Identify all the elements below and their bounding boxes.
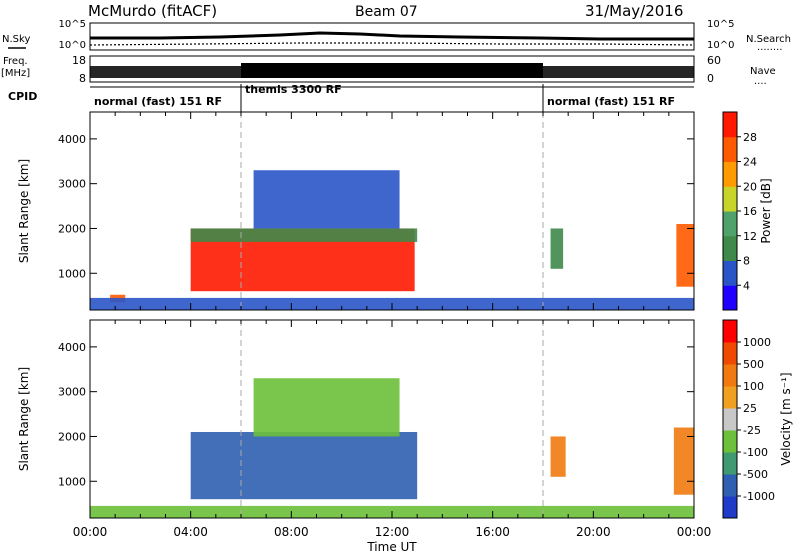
cpid-mode-label: normal (fast) 151 RF [94,95,222,108]
x-tick-label: 00:00 [677,525,712,539]
power-ylabel: Slant Range [km] [17,159,31,263]
velocity-ylabel: Slant Range [km] [17,367,31,471]
x-tick-label: 00:00 [73,525,108,539]
colorbar-tick-label: 100 [743,380,764,393]
colorbar-tick-label: 16 [743,205,757,218]
freq-label-2: [MHz] [1,68,30,79]
date-label: 31/May/2016 [585,2,683,20]
colorbar-tick-label: 20 [743,180,757,193]
colorbar-segment [723,186,737,212]
colorbar-segment [723,112,737,138]
colorbar-tick-label: 28 [743,131,757,144]
power-cbar-label: Power [dB] [759,178,773,243]
colorbar-segment [723,496,737,519]
colorbar-segment [723,320,737,343]
colorbar-tick-label: 24 [743,156,757,169]
noise-right-tick-bottom: 10^0 [707,40,734,51]
noise-panel: N.Sky 10^5 10^0 10^5 10^0 N.Search .....… [2,19,791,53]
nave-dots: .... [754,76,767,87]
scatter-region [550,436,566,477]
x-axis: 00:00 04:00 08:00 12:00 16:00 20:00 00:00 [73,525,712,539]
freq-left-tick-bottom: 8 [79,72,86,85]
freq-left-tick-top: 18 [72,54,86,67]
y-tick-label: 4000 [58,133,86,146]
power-colorbar: 4 8 12 16 20 24 28 [722,111,757,311]
cpid-mode-label: themis 3300 RF [245,83,342,96]
nave-right-tick-top: 60 [707,54,721,67]
nsky-label: N.Sky [2,34,30,45]
y-tick-label: 4000 [58,341,86,354]
colorbar-segment [723,136,737,162]
colorbar-segment [723,260,737,286]
y-tick-label: 3000 [58,386,86,399]
colorbar-segment [723,235,737,261]
nave-right-tick-bottom: 0 [707,72,714,85]
nsearch-label: N.Search [746,34,791,45]
colorbar-tick-label: -100 [743,446,768,459]
colorbar-segment [723,452,737,475]
scatter-region [673,427,694,495]
noise-left-tick-bottom: 10^0 [59,40,86,51]
x-tick-label: 16:00 [475,525,510,539]
scatter-region [190,431,418,500]
freq-trace-themis [241,63,543,78]
y-tick-label: 3000 [58,178,86,191]
power-panel: 1000 2000 3000 4000 Slant Range [km] 4 8 12 16… [17,111,773,311]
colorbar-tick-label: 4 [743,279,750,292]
x-tick-label: 20:00 [576,525,611,539]
colorbar-segment [723,408,737,431]
y-tick-label: 2000 [58,430,86,443]
noise-sky-trace [90,31,694,41]
colorbar-segment [723,364,737,387]
noise-left-tick-top: 10^5 [59,19,86,30]
velocity-colorbar: 1000 500 100 25 -25 -100 -500 -1000 [722,319,775,519]
colorbar-tick-label: -25 [743,424,761,437]
colorbar-segment [723,285,737,311]
nave-label: Nave [750,66,776,77]
x-tick-label: 12:00 [375,525,410,539]
scatter-region [190,228,418,242]
colorbar-segment [723,342,737,365]
y-tick-label: 1000 [58,475,86,488]
noise-search-trace [89,42,695,46]
colorbar-segment [723,386,737,409]
velocity-panel: 1000 2000 3000 4000 Slant Range [km] 1000 50… [17,319,793,519]
scatter-region [253,170,400,229]
colorbar-tick-label: 1000 [743,336,771,349]
scatter-region [676,223,694,287]
colorbar-tick-label: -1000 [743,490,775,503]
station-title: McMurdo (fitACF) [88,2,217,20]
nsearch-dots: ........ [757,42,782,53]
x-tick-label: 04:00 [173,525,208,539]
scatter-region [253,378,400,437]
colorbar-segment [723,474,737,497]
colorbar-tick-label: 25 [743,402,757,415]
y-tick-label: 1000 [58,267,86,280]
colorbar-segment [723,211,737,237]
cpid-mode-label: normal (fast) 151 RF [547,95,675,108]
colorbar-tick-label: -500 [743,468,768,481]
cpid-label: CPID [8,90,37,103]
colorbar-tick-label: 12 [743,230,757,243]
x-axis-label: Time UT [366,540,417,554]
cpid-panel: CPID normal (fast) 151 RF themis 3300 RF n… [8,83,694,112]
freq-label-1: Freq. [3,56,28,67]
colorbar-tick-label: 8 [743,255,750,268]
colorbar-tick-label: 500 [743,358,764,371]
beam-label: Beam 07 [355,4,418,20]
colorbar-segment [723,430,737,453]
noise-right-tick-top: 10^5 [707,19,734,30]
y-tick-label: 2000 [58,222,86,235]
x-tick-label: 08:00 [274,525,309,539]
colorbar-segment [723,161,737,187]
freq-panel: Freq. [MHz] 18 8 60 0 Nave .... [1,54,776,87]
scatter-region [550,228,564,269]
velocity-cbar-label: Velocity [m s⁻¹] [779,372,793,465]
